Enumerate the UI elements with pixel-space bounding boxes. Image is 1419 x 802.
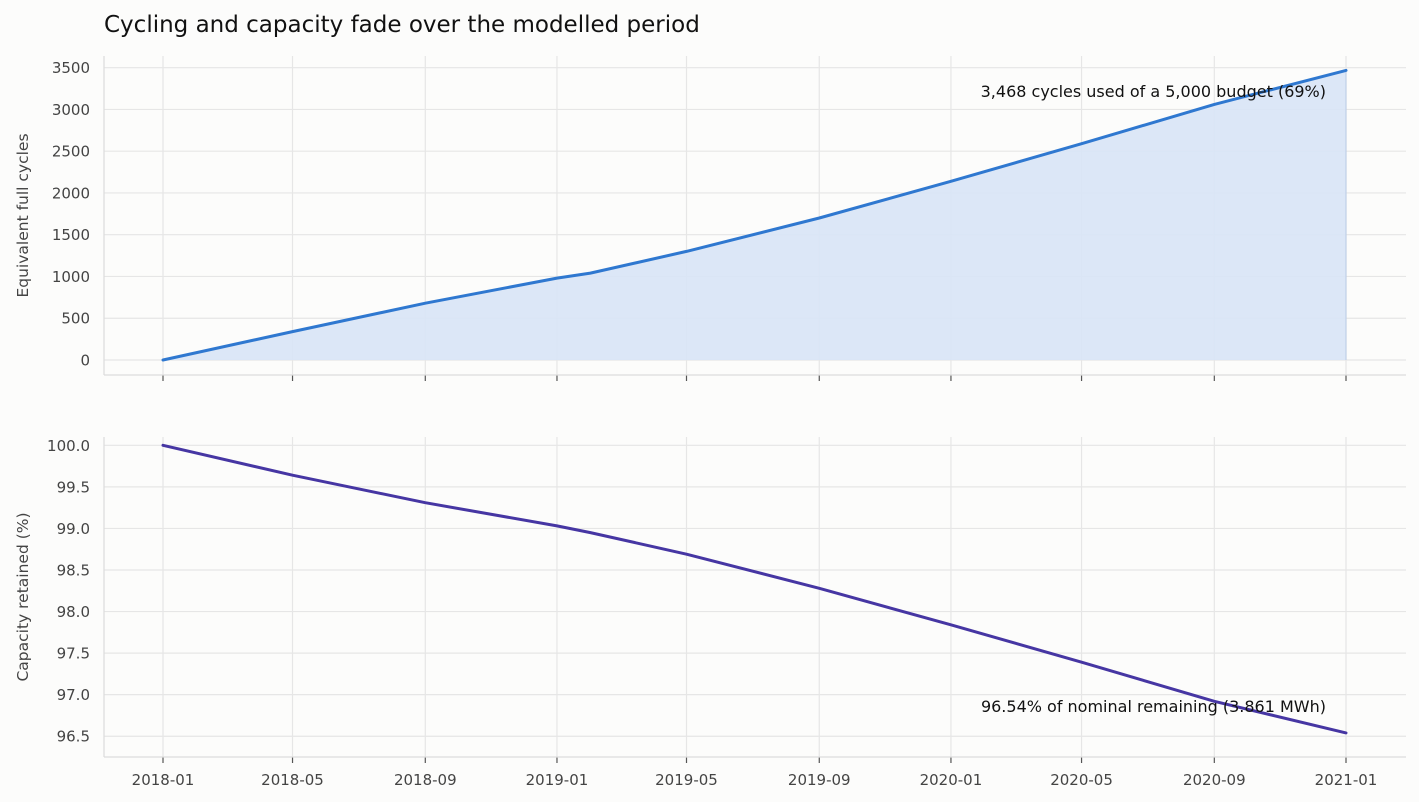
annotation: 3,468 cycles used of a 5,000 budget (69%… [981, 82, 1326, 101]
y-tick-label: 2500 [52, 143, 90, 161]
capacity-panel: 96.5 97.0 97.5 98.0 98.5 99.0 99.5 100.0 2018-01… [14, 437, 1406, 789]
x-tick-label: 2018-01 [132, 771, 195, 789]
y-tick-label: 96.5 [57, 728, 90, 746]
x-tick-label: 2020-05 [1050, 771, 1113, 789]
y-tick-label: 1500 [52, 226, 90, 244]
x-tick-label: 2020-01 [920, 771, 983, 789]
y-tick-label: 3000 [52, 101, 90, 119]
y-axis-label: Equivalent full cycles [14, 133, 32, 297]
x-tick-label: 2019-09 [788, 771, 851, 789]
cycles-panel: 0 500 1000 1500 2000 2500 3000 3500 Equivalent f… [14, 56, 1406, 381]
y-tick-label: 99.5 [57, 478, 90, 496]
y-tick-label: 100.0 [47, 437, 90, 455]
annotation: 96.54% of nominal remaining (3.861 MWh) [981, 697, 1326, 716]
y-tick-label: 1000 [52, 268, 90, 286]
x-tick-label: 2018-09 [394, 771, 457, 789]
y-tick-label: 2000 [52, 184, 90, 202]
y-axis-label: Capacity retained (%) [14, 512, 32, 681]
chart-title: Cycling and capacity fade over the model… [104, 12, 700, 38]
capacity-line [161, 443, 1348, 735]
y-tick-label: 500 [61, 310, 90, 328]
y-tick-label: 0 [80, 351, 90, 369]
x-tick-label: 2019-05 [655, 771, 718, 789]
y-tick-label: 98.5 [57, 561, 90, 579]
y-tick-label: 99.0 [57, 520, 90, 538]
y-tick-label: 3500 [52, 59, 90, 77]
y-tick-label: 98.0 [57, 603, 90, 621]
x-tick-label: 2020-09 [1183, 771, 1246, 789]
y-tick-label: 97.5 [57, 645, 90, 663]
y-tick-label: 97.0 [57, 686, 90, 704]
x-tick-label: 2018-05 [261, 771, 324, 789]
x-tick-label: 2019-01 [526, 771, 589, 789]
x-tick-label: 2021-01 [1315, 771, 1378, 789]
cycles-area-fill [163, 70, 1346, 361]
